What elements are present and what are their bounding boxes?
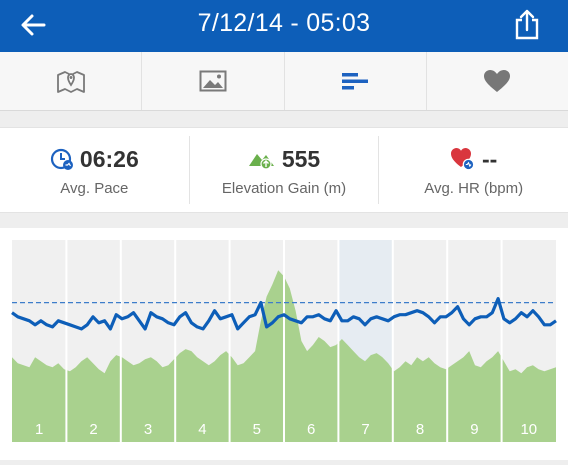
split-label: 6	[307, 421, 315, 438]
split-label: 1	[35, 421, 43, 438]
app-header: 7/12/14 - 05:03	[0, 0, 568, 52]
stat-elevation-gain: 555 Elevation Gain (m)	[190, 136, 380, 204]
photo-icon	[199, 70, 227, 92]
splits-chart[interactable]: 1 2 3 4 5 6 7 8 9 10	[0, 228, 568, 460]
stat-avg-hr: -- Avg. HR (bpm)	[379, 136, 568, 204]
split-label: 7	[361, 421, 369, 438]
bars-icon	[342, 73, 369, 90]
split-label: 9	[470, 421, 478, 438]
heart-icon	[484, 70, 511, 92]
pace-line	[11, 297, 557, 331]
split-label: 4	[198, 421, 206, 438]
split-label: 5	[253, 421, 261, 438]
stat-label: Elevation Gain (m)	[221, 180, 347, 197]
stat-label: Avg. Pace	[60, 180, 129, 197]
split-label: 8	[416, 421, 424, 438]
tab-heart[interactable]	[427, 52, 568, 110]
map-icon	[56, 71, 85, 93]
tab-splits[interactable]	[285, 52, 427, 110]
stat-label: Avg. HR (bpm)	[424, 180, 524, 197]
tab-bar	[0, 52, 568, 111]
arrow-left-icon[interactable]	[18, 10, 48, 40]
tab-map[interactable]	[0, 52, 143, 110]
pace-elevation-chart: 1 2 3 4 5 6 7 8 9 10	[11, 240, 557, 442]
heart-rate-icon	[451, 148, 475, 171]
elevation-mountain-icon	[248, 154, 274, 170]
stat-value: 06:26	[79, 145, 139, 172]
split-label: 10	[520, 421, 537, 438]
tab-photos[interactable]	[142, 52, 285, 110]
stat-avg-pace: 06:26 Avg. Pace	[0, 136, 190, 204]
stat-value: 555	[281, 145, 321, 172]
page-title: 7/12/14 - 05:03	[197, 9, 371, 37]
summary-stats: 06:26 Avg. Pace 555 Elevation Gain (m) -…	[0, 127, 568, 213]
split-label: 3	[144, 421, 152, 438]
share-icon[interactable]	[514, 8, 540, 40]
split-label: 2	[89, 421, 97, 438]
pace-clock-icon	[50, 148, 73, 170]
stat-value: --	[482, 145, 498, 172]
